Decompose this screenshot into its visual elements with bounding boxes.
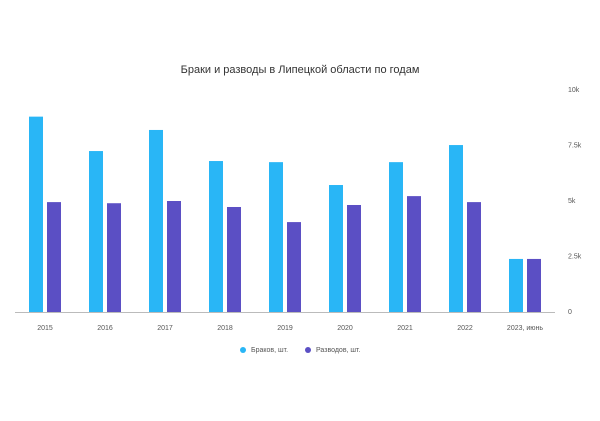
x-tick-label: 2021 [397, 325, 413, 332]
x-tick-label: 2015 [37, 325, 53, 332]
legend-label: Разводов, шт. [316, 347, 360, 354]
x-tick-label: 2018 [217, 325, 233, 332]
bar [287, 222, 301, 312]
bar [467, 202, 481, 312]
y-tick-label: 10k [568, 87, 580, 94]
bar [449, 145, 463, 312]
bar [527, 258, 541, 312]
bar [29, 116, 43, 312]
legend-marker [240, 347, 246, 353]
y-tick-label: 0 [568, 309, 572, 316]
bar [167, 201, 181, 312]
bar [47, 202, 61, 312]
bar [407, 196, 421, 312]
chart-title: Браки и разводы в Липецкой области по го… [181, 64, 420, 76]
bar [509, 258, 523, 312]
bar [149, 129, 163, 312]
legend-label: Браков, шт. [251, 347, 288, 354]
bar [269, 162, 283, 312]
bar [347, 204, 361, 312]
x-tick-label: 2016 [97, 325, 113, 332]
x-tick-label: 2017 [157, 325, 173, 332]
bar [89, 151, 103, 312]
y-tick-label: 7.5k [568, 142, 582, 149]
y-tick-label: 2.5k [568, 253, 582, 260]
bar [389, 162, 403, 312]
x-tick-label: 2020 [337, 325, 353, 332]
bar [107, 203, 121, 312]
legend-marker [305, 347, 311, 353]
bar [329, 185, 343, 312]
y-tick-label: 5k [568, 198, 576, 205]
bar [209, 161, 223, 312]
x-tick-label: 2019 [277, 325, 293, 332]
x-tick-label: 2023, июнь [507, 325, 543, 332]
x-tick-label: 2022 [457, 325, 473, 332]
bar [227, 206, 241, 312]
